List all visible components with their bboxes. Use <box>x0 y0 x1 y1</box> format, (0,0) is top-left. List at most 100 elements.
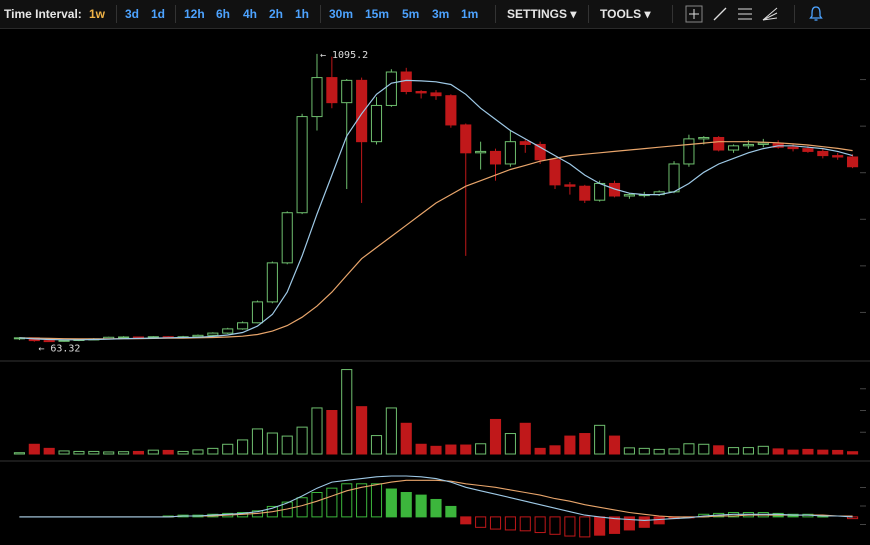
interval-1d[interactable]: 1d <box>151 7 166 21</box>
tools-menu[interactable]: TOOLS ▾ <box>600 7 651 21</box>
horizontal-lines-icon[interactable] <box>735 4 755 24</box>
volume-bar <box>192 449 204 455</box>
volume-bar <box>594 424 606 455</box>
price-candles <box>13 53 859 343</box>
alert-bell-icon[interactable] <box>806 4 826 24</box>
volume-bar <box>772 448 784 455</box>
volume-bar <box>608 435 621 455</box>
chevron-down-icon: ▾ <box>644 7 651 21</box>
ma-fast-line <box>19 79 853 341</box>
settings-menu[interactable]: SETTINGS ▾ <box>507 7 576 21</box>
volume-bar <box>817 449 829 455</box>
candle-body <box>43 340 55 343</box>
macd-bar <box>385 488 397 518</box>
macd-bar <box>311 492 323 518</box>
candle-body <box>251 301 264 324</box>
candle-body <box>519 141 531 145</box>
settings-label: SETTINGS <box>507 7 568 21</box>
volume-bar <box>579 433 591 455</box>
macd-bar <box>430 498 442 518</box>
interval-15m[interactable]: 15m <box>365 7 390 21</box>
macd-bar <box>534 516 546 534</box>
candle-body <box>802 148 814 152</box>
trend-line-icon[interactable] <box>710 4 730 24</box>
interval-3m[interactable]: 3m <box>432 7 450 21</box>
volume-bar <box>742 447 754 455</box>
macd-bar <box>504 516 516 531</box>
toolbar-divider <box>116 5 117 23</box>
volume-bar <box>802 448 814 455</box>
candle-body <box>385 71 397 106</box>
candle-body <box>400 71 412 93</box>
volume-bar <box>519 422 531 455</box>
volume-bar <box>475 443 487 455</box>
volume-bar <box>638 447 650 455</box>
volume-bar <box>370 435 383 455</box>
volume-bar <box>326 410 338 455</box>
candle-body <box>311 77 323 118</box>
candle-body <box>430 92 442 97</box>
candle-body <box>623 194 635 197</box>
volume-bar <box>489 418 502 455</box>
candle-body <box>668 163 680 193</box>
candle-body <box>266 262 278 303</box>
volume-bar <box>415 443 427 455</box>
toolbar-divider <box>588 5 589 23</box>
macd-bar <box>445 505 457 518</box>
candle-body <box>534 143 546 161</box>
fan-icon[interactable] <box>760 4 780 24</box>
candle-body <box>504 141 516 165</box>
candle-body <box>207 332 219 336</box>
candle-body <box>742 143 754 147</box>
candle-body <box>326 77 338 104</box>
candle-body <box>594 182 606 201</box>
interval-5m[interactable]: 5m <box>402 7 420 21</box>
volume-bar <box>445 444 457 455</box>
macd-bar <box>341 483 353 518</box>
volume-bar <box>162 449 174 455</box>
ma-slow-line <box>19 141 853 340</box>
low-price-label: ← 63.32 <box>38 344 80 355</box>
chart-area[interactable]: ← 1095.2 ← 63.32 <box>0 29 870 545</box>
candle-body <box>564 184 576 187</box>
candle-body <box>489 150 502 165</box>
volume-bar <box>385 407 397 455</box>
macd-bar <box>519 516 531 532</box>
volume-bar <box>832 449 844 455</box>
macd-bar <box>623 516 635 531</box>
interval-30m[interactable]: 30m <box>329 7 354 21</box>
interval-3d[interactable]: 3d <box>125 7 140 21</box>
macd-bar <box>415 494 427 518</box>
candle-body <box>222 328 234 334</box>
toolbar-divider <box>175 5 176 23</box>
volume-bar <box>237 439 249 455</box>
macd-bar <box>594 516 606 536</box>
interval-12h[interactable]: 12h <box>184 7 205 21</box>
volume-bar <box>504 433 516 455</box>
interval-1h[interactable]: 1h <box>295 7 310 21</box>
macd-bar <box>608 516 621 534</box>
interval-1w[interactable]: 1w <box>89 7 106 21</box>
candle-body <box>832 155 844 158</box>
candle-body <box>341 79 353 104</box>
interval-1m[interactable]: 1m <box>461 7 479 21</box>
volume-bar <box>88 450 100 455</box>
volume-bar <box>534 447 546 455</box>
crosshair-icon[interactable] <box>684 4 704 24</box>
macd-bar <box>356 483 368 518</box>
candle-body <box>757 142 769 145</box>
interval-2h[interactable]: 2h <box>269 7 284 21</box>
high-price-label: ← 1095.2 <box>320 50 368 61</box>
time-interval-label: Time Interval: <box>4 7 82 21</box>
volume-bar <box>549 445 561 455</box>
toolbar-divider <box>794 5 795 23</box>
macd-bar <box>564 516 576 537</box>
interval-4h[interactable]: 4h <box>243 7 258 21</box>
volume-bar <box>683 443 695 455</box>
candle-body <box>460 124 472 154</box>
interval-6h[interactable]: 6h <box>216 7 231 21</box>
candle-body <box>727 145 740 151</box>
candle-body <box>58 339 70 342</box>
macd-bar <box>370 483 383 518</box>
macd-bar <box>400 492 412 518</box>
